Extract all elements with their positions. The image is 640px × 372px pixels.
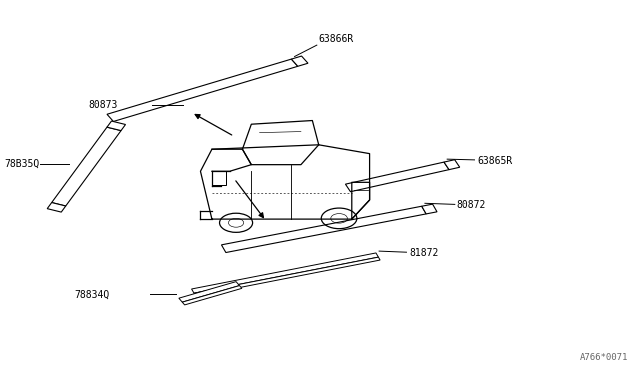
Text: 63866R: 63866R [319,34,354,44]
Polygon shape [179,282,239,302]
Polygon shape [194,257,380,296]
Text: A766*0071: A766*0071 [580,353,628,362]
Polygon shape [52,127,121,206]
FancyBboxPatch shape [212,171,226,185]
Text: 81872: 81872 [409,248,438,258]
Polygon shape [182,286,242,305]
Text: 80872: 80872 [457,200,486,210]
Polygon shape [221,206,426,253]
Text: 80873: 80873 [88,100,117,110]
Polygon shape [444,160,460,170]
Text: 78834Q: 78834Q [74,289,109,299]
Polygon shape [107,121,125,131]
Polygon shape [291,56,308,66]
Text: 63865R: 63865R [477,155,512,166]
Polygon shape [107,59,298,122]
Polygon shape [47,202,66,212]
Text: 78B35Q: 78B35Q [4,159,39,169]
Polygon shape [422,204,437,214]
Polygon shape [346,162,449,192]
Polygon shape [191,253,378,293]
